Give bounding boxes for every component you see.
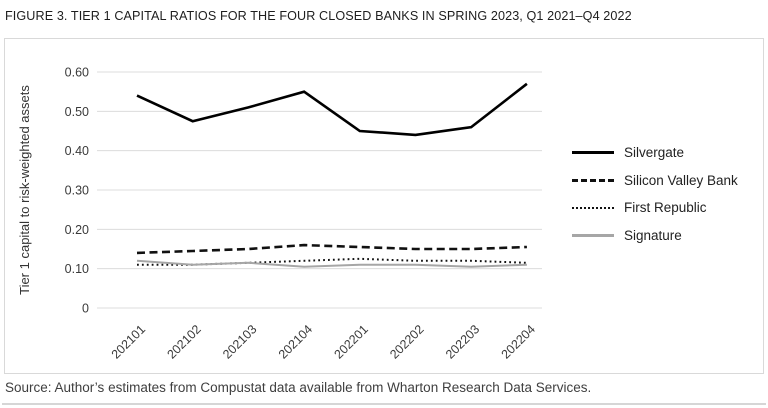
legend-label: Signature xyxy=(624,228,682,244)
legend-label: First Republic xyxy=(624,200,707,216)
series-line-silicon-valley-bank xyxy=(136,243,527,255)
x-tick-label: 202202 xyxy=(387,322,426,361)
y-tick-label: 0.60 xyxy=(65,66,89,80)
x-tick-label: 202203 xyxy=(443,322,482,361)
series-line-silvergate xyxy=(136,82,528,137)
legend-swatch-solid-icon xyxy=(572,151,614,155)
legend-swatch-dotted-icon xyxy=(572,206,614,209)
y-tick-label: 0.50 xyxy=(65,105,89,119)
legend-label: Silvergate xyxy=(624,145,685,161)
x-tick-label: 202101 xyxy=(109,322,148,361)
legend-swatch-solid-icon xyxy=(572,234,614,238)
legend-swatch-dashed-icon xyxy=(572,178,614,182)
legend-label: Silicon Valley Bank xyxy=(624,172,738,188)
chart-legend: Silvergate Silicon Valley Bank First Repub… xyxy=(572,139,738,249)
x-tick-label: 202201 xyxy=(332,322,371,361)
source-note: Source: Author’s estimates from Compusta… xyxy=(5,380,592,395)
legend-item-first-republic: First Republic xyxy=(572,194,738,222)
y-tick-label: 0.30 xyxy=(65,184,89,198)
x-tick-label: 202104 xyxy=(276,322,315,361)
figure-title: FIGURE 3. TIER 1 CAPITAL RATIOS FOR THE … xyxy=(5,8,632,23)
bottom-rule xyxy=(2,403,766,405)
legend-item-silvergate: Silvergate xyxy=(572,139,738,167)
x-tick-label: 202102 xyxy=(164,322,203,361)
y-tick-label: 0 xyxy=(82,302,89,316)
chart-panel: 0.60 0.50 0.40 0.30 0.20 0.10 0 202101 202102 202… xyxy=(4,38,764,374)
chart-svg: 0.60 0.50 0.40 0.30 0.20 0.10 0 202101 202102 202… xyxy=(17,66,542,362)
legend-item-silicon-valley-bank: Silicon Valley Bank xyxy=(572,167,738,195)
y-tick-label: 0.40 xyxy=(65,144,89,158)
legend-item-signature: Signature xyxy=(572,222,738,250)
y-axis-label: Tier 1 capital to risk-weighted assets xyxy=(17,85,32,295)
y-tick-label: 0.20 xyxy=(65,223,89,237)
series-line-signature xyxy=(136,259,527,268)
y-tick-label: 0.10 xyxy=(65,262,89,276)
x-tick-label: 202204 xyxy=(499,322,538,361)
x-tick-label: 202103 xyxy=(220,322,259,361)
